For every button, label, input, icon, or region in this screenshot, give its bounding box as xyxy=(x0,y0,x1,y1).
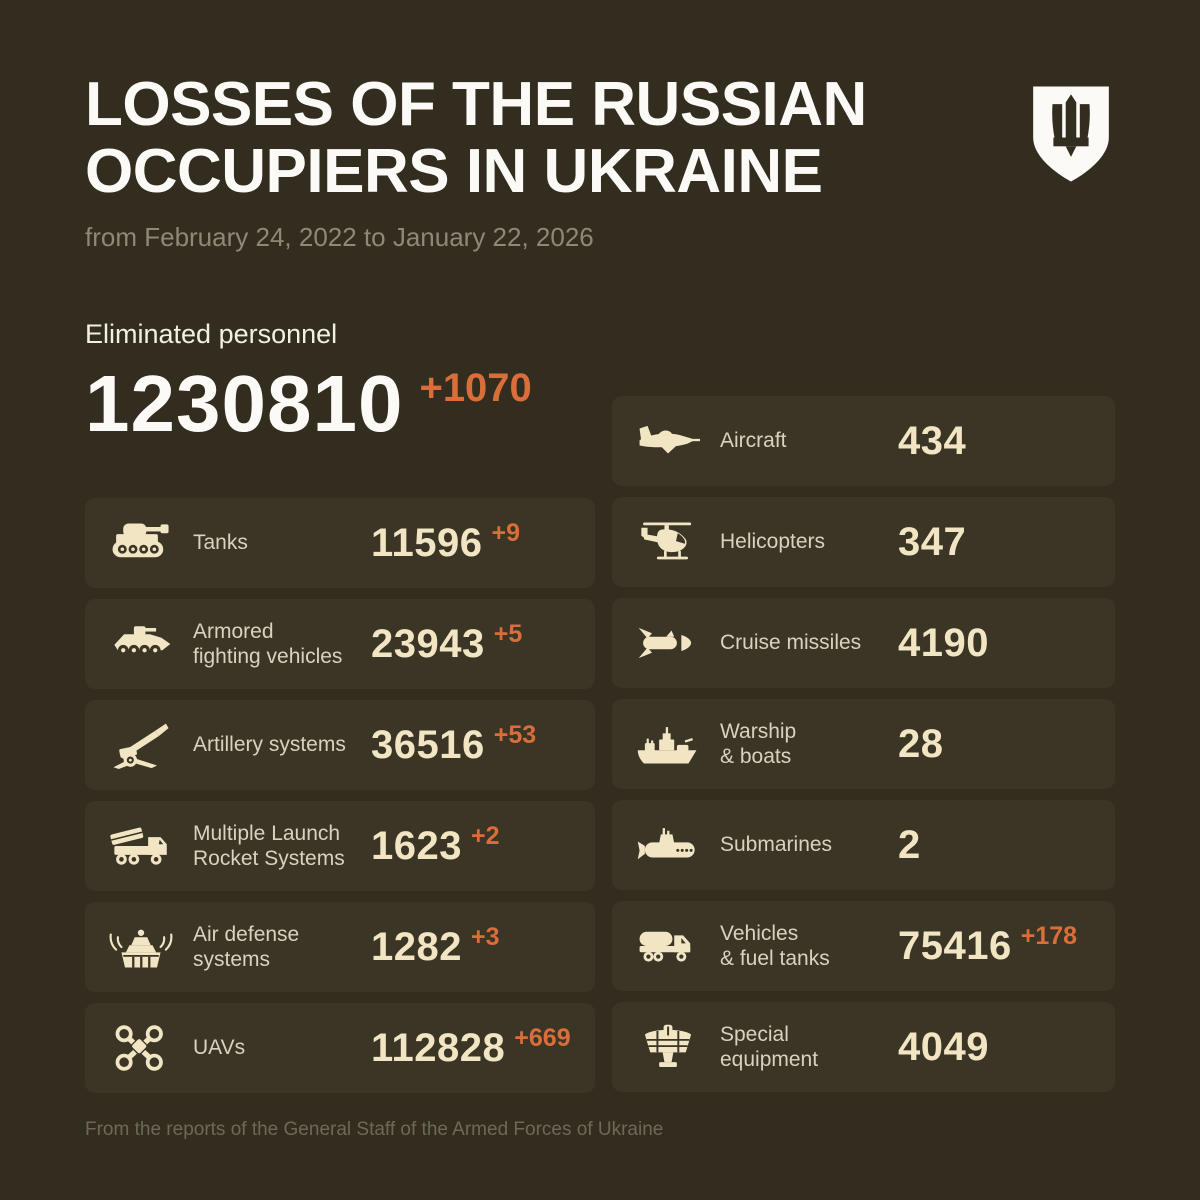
stat-label: Aircraft xyxy=(720,429,787,453)
stat-delta: +53 xyxy=(493,721,537,750)
stat-delta: +669 xyxy=(514,1024,571,1053)
title-line-2: OCCUPIERS IN UKRAINE xyxy=(85,136,823,206)
vehicles-icon xyxy=(634,918,702,974)
stat-card-vehicles-fuel-tanks: Vehicles & fuel tanks 75416 +178 xyxy=(612,900,1115,991)
mlrs-icon xyxy=(107,818,175,874)
stat-label: Cruise missiles xyxy=(720,631,862,655)
special-equipment-icon xyxy=(634,1019,702,1075)
artillery-icon xyxy=(107,717,175,773)
stat-value: 36516 xyxy=(371,722,485,767)
stat-value: 75416 xyxy=(898,923,1012,968)
stat-label: UAVs xyxy=(193,1036,246,1060)
stat-label: Armored fighting vehicles xyxy=(193,619,343,668)
stat-label: Warship & boats xyxy=(720,719,797,768)
stat-value: 11596 xyxy=(371,520,483,565)
right-column: Aircraft 434 xyxy=(612,395,1115,1092)
stat-label: Submarines xyxy=(720,833,833,857)
stat-delta: +9 xyxy=(491,519,521,548)
stat-card-special-equipment: Special equipment 4049 xyxy=(612,1001,1115,1092)
eliminated-personnel-label: Eliminated personnel xyxy=(85,318,338,349)
stat-label: Tanks xyxy=(193,531,248,555)
stat-value: 23943 xyxy=(371,621,485,666)
date-range: from February 24, 2022 to January 22, 20… xyxy=(85,221,594,252)
eliminated-personnel-delta: +1070 xyxy=(419,365,532,410)
warship-icon xyxy=(634,716,702,772)
stat-card-warship-boats: Warship & boats 28 xyxy=(612,698,1115,789)
eliminated-personnel-block: Eliminated personnel 1230810 +1070 xyxy=(85,319,595,444)
eliminated-personnel-row: 1230810 +1070 xyxy=(85,358,595,448)
left-column: Eliminated personnel 1230810 +1070 Tanks xyxy=(85,319,595,1093)
uav-icon xyxy=(107,1020,175,1076)
eliminated-personnel-value: 1230810 xyxy=(85,358,404,448)
stat-value: 347 xyxy=(898,519,967,564)
stat-delta: +178 xyxy=(1020,922,1078,951)
header: LOSSES OF THE RUSSIAN OCCUPIERS IN UKRAIN… xyxy=(0,0,1200,253)
stat-value: 4190 xyxy=(898,620,989,665)
submarine-icon xyxy=(634,817,702,873)
title-block: LOSSES OF THE RUSSIAN OCCUPIERS IN UKRAIN… xyxy=(85,70,867,253)
stat-card-air-defense-systems: Air defense systems 1282 +3 xyxy=(85,901,595,992)
stat-value: 1282 xyxy=(371,924,462,969)
title-line-1: LOSSES OF THE RUSSIAN xyxy=(85,70,867,139)
stat-card-tanks: Tanks 11596 +9 xyxy=(85,497,595,588)
stat-label: Artillery systems xyxy=(193,733,346,757)
stat-card-aircraft: Aircraft 434 xyxy=(612,395,1115,486)
stat-value: 2 xyxy=(898,822,921,867)
stat-label: Helicopters xyxy=(720,530,826,554)
stat-label: Special equipment xyxy=(720,1022,819,1071)
stat-card-armored-fighting-vehicles: Armored fighting vehicles 23943 +5 xyxy=(85,598,595,689)
stats-grid: Eliminated personnel 1230810 +1070 Tanks xyxy=(0,319,1200,1093)
stat-delta: +3 xyxy=(470,923,500,952)
stat-delta: +5 xyxy=(493,620,523,649)
stat-card-submarines: Submarines 2 xyxy=(612,799,1115,890)
source-note: From the reports of the General Staff of… xyxy=(85,1118,664,1140)
stat-card-cruise-missiles: Cruise missiles 4190 xyxy=(612,597,1115,688)
tank-icon xyxy=(107,515,175,571)
stat-value: 1623 xyxy=(371,823,462,868)
stat-label: Air defense systems xyxy=(193,922,300,971)
page-title: LOSSES OF THE RUSSIAN OCCUPIERS IN UKRAIN… xyxy=(85,70,867,206)
armed-forces-emblem-icon xyxy=(1027,80,1115,188)
stat-value: 4049 xyxy=(898,1024,989,1069)
stat-value: 112828 xyxy=(371,1025,506,1070)
stat-label: Vehicles & fuel tanks xyxy=(720,921,830,970)
stat-card-helicopters: Helicopters 347 xyxy=(612,496,1115,587)
stat-card-uavs: UAVs 112828 +669 xyxy=(85,1002,595,1093)
cruise-missile-icon xyxy=(634,615,702,671)
stat-label: Multiple Launch Rocket Systems xyxy=(193,821,345,870)
air-defense-icon xyxy=(107,919,175,975)
aircraft-icon xyxy=(634,413,702,469)
armored-vehicle-icon xyxy=(107,616,175,672)
helicopter-icon xyxy=(634,514,702,570)
stat-value: 434 xyxy=(898,418,967,463)
stat-delta: +2 xyxy=(470,822,500,851)
footer: From the reports of the General Staff of… xyxy=(0,1119,1200,1141)
stat-card-artillery-systems: Artillery systems 36516 +53 xyxy=(85,699,595,790)
stat-value: 28 xyxy=(898,721,944,766)
stat-card-multiple-launch-rocket-systems: Multiple Launch Rocket Systems 1623 +2 xyxy=(85,800,595,891)
